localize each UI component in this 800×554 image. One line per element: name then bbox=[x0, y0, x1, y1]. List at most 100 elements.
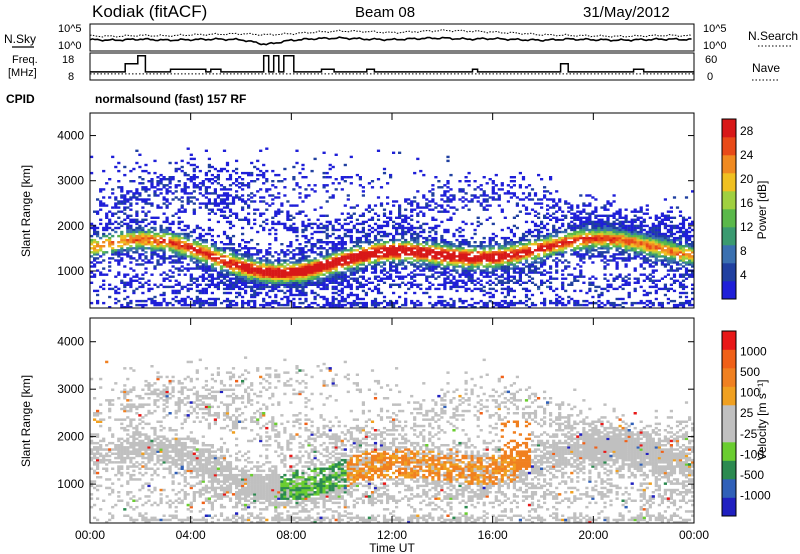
heatmap-cell bbox=[389, 263, 393, 266]
heatmap-cell bbox=[177, 301, 181, 305]
heatmap-cell bbox=[228, 202, 233, 205]
heatmap-cell bbox=[328, 220, 332, 224]
heatmap-cell bbox=[235, 178, 239, 181]
heatmap-cell bbox=[225, 206, 230, 209]
heatmap-cell bbox=[491, 295, 495, 299]
heatmap-cell bbox=[295, 238, 299, 242]
heatmap-cell bbox=[358, 275, 362, 278]
heatmap-cell bbox=[343, 253, 347, 256]
heatmap-cell bbox=[503, 301, 507, 305]
freq-tick-low: 8 bbox=[68, 71, 74, 83]
heatmap-cell bbox=[549, 271, 553, 274]
heatmap-cell bbox=[473, 265, 477, 268]
heatmap-cell bbox=[361, 214, 365, 217]
heatmap-cell bbox=[153, 194, 157, 197]
heatmap-cell bbox=[413, 230, 417, 234]
heatmap-cell bbox=[612, 228, 616, 232]
heatmap-cell bbox=[518, 241, 522, 244]
heatmap-cell bbox=[527, 255, 532, 258]
heatmap-cell bbox=[310, 273, 314, 276]
heatmap-cell bbox=[518, 255, 522, 258]
heatmap-cell bbox=[231, 287, 236, 291]
heatmap-cell bbox=[621, 253, 625, 256]
heatmap-cell bbox=[543, 216, 547, 219]
heatmap-cell bbox=[597, 299, 601, 303]
heatmap-cell bbox=[509, 196, 513, 199]
heatmap-cell bbox=[298, 263, 302, 266]
heatmap-cell bbox=[162, 247, 166, 250]
heatmap-cell bbox=[555, 287, 559, 291]
heatmap-cell bbox=[331, 224, 335, 228]
heatmap-cell bbox=[358, 176, 362, 179]
heatmap-cell bbox=[479, 271, 483, 274]
heatmap-cell bbox=[549, 275, 553, 278]
heatmap-cell bbox=[428, 247, 432, 250]
heatmap-cell bbox=[292, 293, 296, 297]
heatmap-cell bbox=[567, 301, 571, 305]
heatmap-cell bbox=[138, 299, 142, 303]
heatmap-cell bbox=[473, 247, 477, 250]
heatmap-cell bbox=[225, 273, 230, 276]
heatmap-cell bbox=[204, 301, 208, 305]
heatmap-cell bbox=[376, 214, 381, 217]
heatmap-cell bbox=[129, 277, 133, 280]
heatmap-cell bbox=[597, 255, 601, 258]
heatmap-cell bbox=[90, 226, 94, 230]
heatmap-cell bbox=[192, 176, 196, 179]
heatmap-cell bbox=[585, 204, 589, 207]
heatmap-cell bbox=[129, 226, 133, 230]
heatmap-cell bbox=[612, 194, 616, 197]
heatmap-cell bbox=[352, 271, 356, 274]
heatmap-cell bbox=[443, 243, 447, 246]
heatmap-cell bbox=[328, 303, 332, 307]
heatmap-cell bbox=[503, 267, 507, 270]
heatmap-cell bbox=[364, 269, 368, 272]
heatmap-cell bbox=[449, 206, 453, 209]
heatmap-cell bbox=[488, 255, 492, 258]
heatmap-cell bbox=[395, 271, 399, 274]
heatmap-cell bbox=[452, 232, 456, 236]
heatmap-cell bbox=[259, 214, 263, 217]
heatmap-cell bbox=[624, 216, 628, 219]
heatmap-cell bbox=[274, 279, 278, 282]
heatmap-cell bbox=[325, 243, 329, 246]
heatmap-cell bbox=[428, 253, 432, 256]
heatmap-cell bbox=[219, 253, 224, 256]
heatmap-cell bbox=[434, 261, 438, 264]
heatmap-cell bbox=[561, 277, 565, 280]
heatmap-cell bbox=[135, 212, 139, 215]
heatmap-cell bbox=[633, 230, 637, 234]
heatmap-cell bbox=[355, 267, 359, 270]
heatmap-cell bbox=[319, 241, 323, 244]
heatmap-cell bbox=[527, 269, 532, 272]
heatmap-cell bbox=[503, 238, 507, 242]
heatmap-cell bbox=[328, 263, 332, 266]
heatmap-cell bbox=[141, 218, 145, 221]
heatmap-cell bbox=[138, 263, 142, 266]
heatmap-cell bbox=[108, 241, 112, 244]
heatmap-cell bbox=[506, 277, 510, 280]
heatmap-cell bbox=[443, 257, 447, 260]
heatmap-cell bbox=[228, 241, 233, 244]
heatmap-cell bbox=[286, 214, 290, 217]
heatmap-cell bbox=[253, 263, 257, 266]
heatmap-cell bbox=[138, 303, 142, 307]
heatmap-cell bbox=[382, 243, 387, 246]
heatmap-cell bbox=[286, 303, 290, 307]
heatmap-cell bbox=[549, 238, 553, 242]
heatmap-cell bbox=[449, 188, 453, 191]
heatmap-cell bbox=[597, 303, 601, 307]
heatmap-cell bbox=[597, 293, 601, 297]
heatmap-cell bbox=[413, 247, 417, 250]
heatmap-cell bbox=[579, 275, 583, 278]
heatmap-cell bbox=[262, 200, 266, 203]
heatmap-cell bbox=[431, 275, 435, 278]
heatmap-cell bbox=[482, 265, 486, 268]
heatmap-cell bbox=[624, 283, 628, 286]
heatmap-cell bbox=[376, 249, 381, 252]
heatmap-cell bbox=[222, 275, 227, 278]
heatmap-cell bbox=[434, 241, 438, 244]
heatmap-cell bbox=[307, 194, 311, 197]
heatmap-cell bbox=[549, 253, 553, 256]
heatmap-cell bbox=[268, 253, 272, 256]
